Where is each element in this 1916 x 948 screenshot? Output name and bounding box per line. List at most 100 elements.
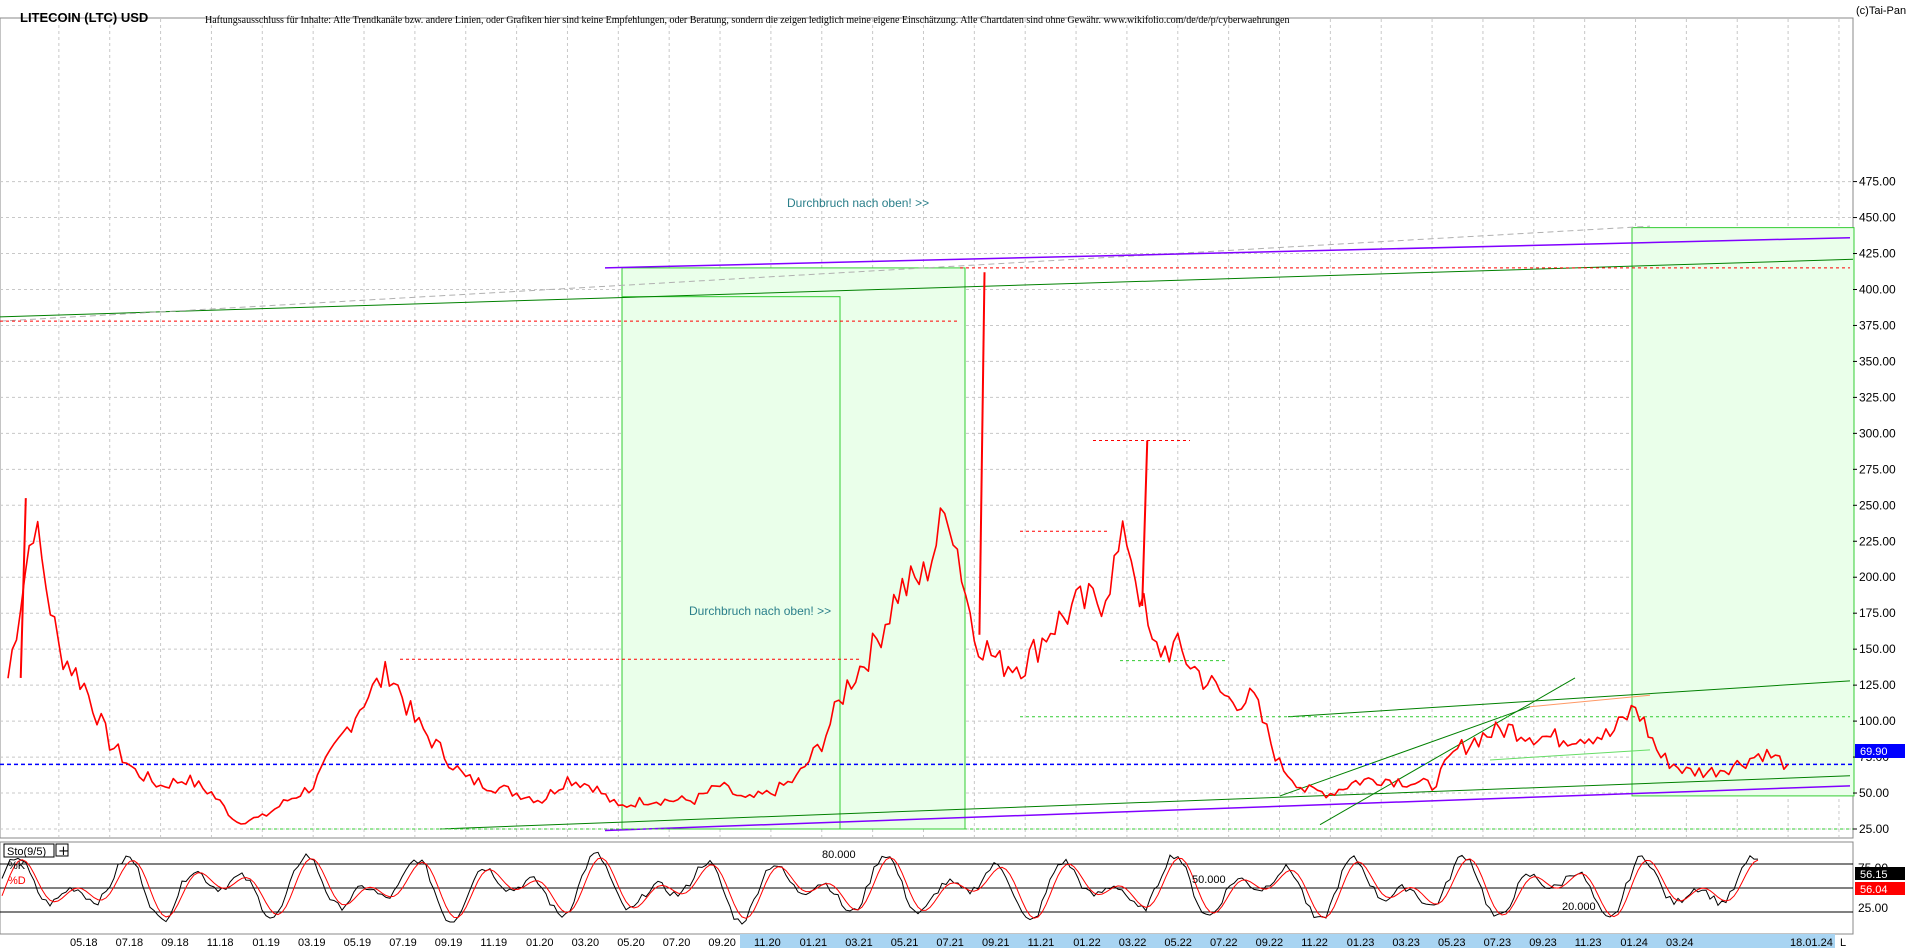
x-tick-label: 05.22	[1164, 937, 1192, 948]
y-tick-label: 450.00	[1859, 211, 1896, 225]
y-tick-label: 475.00	[1859, 175, 1896, 189]
target-zone-2023	[1631, 227, 1855, 797]
x-tick-label: 05.18	[70, 937, 98, 948]
d-badge: 56.04	[1860, 884, 1888, 896]
orange-resistance	[1529, 694, 1651, 708]
stoch-axis-25: 25.00	[1858, 901, 1888, 915]
x-axis-highlight	[740, 934, 1835, 948]
x-axis: 05.18 07.18 09.18 11.18 01.19 03.19 05.19 07.19…	[70, 937, 1846, 948]
peak-2021-05	[978, 272, 986, 635]
y-tick-label: 250.00	[1859, 498, 1896, 512]
y-tick-label: 175.00	[1859, 606, 1896, 620]
x-tick-label: 11.23	[1575, 937, 1602, 948]
x-tick-label: 09.23	[1529, 937, 1557, 948]
x-tick-label: 11.19	[480, 937, 507, 948]
x-tick-label: 01.23	[1347, 937, 1375, 948]
y-tick-label: 325.00	[1859, 390, 1896, 404]
level-20-label: 20.000	[1562, 901, 1596, 913]
y-tick-label: 300.00	[1859, 426, 1896, 440]
stoch-k-line	[1, 851, 1758, 925]
target-zones	[621, 227, 1855, 830]
x-tick-label: L	[1840, 937, 1846, 948]
x-tick-label: 09.18	[161, 937, 189, 948]
x-tick-label: 11.20	[754, 937, 781, 948]
x-tick-label: 07.22	[1210, 937, 1238, 948]
lower-support-line	[439, 775, 1851, 830]
copyright-label: (c)Tai-Pan	[1856, 5, 1906, 17]
k-badge: 56.15	[1860, 869, 1888, 881]
long-channel-dashed	[0, 225, 1651, 322]
target-zone-2020	[621, 267, 966, 830]
k-badge-bg	[1855, 867, 1905, 880]
x-tick-label: 11.18	[207, 937, 234, 948]
x-tick-label: 07.20	[663, 937, 691, 948]
channel-upper-2023	[1287, 680, 1851, 718]
flag-line	[1489, 749, 1651, 761]
level-50-label: 50.000	[1192, 874, 1226, 886]
long-channel-upper	[0, 258, 1854, 318]
disclaimer-text: Haftungsausschluss für Inhalte: Alle Tre…	[205, 15, 1290, 26]
k-label: %K	[8, 860, 26, 872]
d-label: %D	[8, 875, 26, 887]
y-tick-label: 350.00	[1859, 354, 1896, 368]
x-tick-label: 03.20	[572, 937, 600, 948]
rising-channel-2	[1279, 706, 1531, 797]
x-tick-label: 07.23	[1484, 937, 1512, 948]
y-tick-label: 400.00	[1859, 282, 1896, 296]
x-tick-label: 05.20	[617, 937, 645, 948]
x-tick-label: 09.21	[982, 937, 1010, 948]
expand-panel-button[interactable]	[55, 843, 69, 857]
x-tick-label: 11.22	[1301, 937, 1328, 948]
stochastic-label-bg	[3, 843, 55, 858]
chart-title: LITECOIN (LTC) USD	[20, 10, 148, 25]
d-badge-bg	[1855, 882, 1905, 895]
rising-channel-1	[1319, 677, 1576, 826]
x-tick-label: 07.21	[936, 937, 964, 948]
y-tick-label: 25.00	[1859, 822, 1889, 836]
x-tick-label: 07.18	[116, 937, 144, 948]
x-tick-label: 01.21	[800, 937, 828, 948]
y-tick-label: 100.00	[1859, 714, 1896, 728]
purple-channel-upper	[604, 236, 1851, 269]
x-tick-label: 11.21	[1028, 937, 1055, 948]
stochastic-name: Sto(9/5)	[7, 846, 46, 858]
x-tick-label: 07.19	[389, 937, 417, 948]
x-tick-label: 09.19	[435, 937, 463, 948]
x-tick-label: 01.20	[526, 937, 554, 948]
price-line	[7, 507, 1789, 825]
x-tick-label: 03.23	[1392, 937, 1420, 948]
x-tick-label: 05.21	[891, 937, 919, 948]
x-tick-label: 01.19	[252, 937, 280, 948]
breakout-annotation-2: Durchbruch nach oben! >>	[689, 604, 831, 618]
x-tick-label: 03.21	[845, 937, 873, 948]
stoch-d-line	[1, 857, 1759, 919]
plus-icon: +	[58, 844, 69, 859]
y-tick-label: 225.00	[1859, 534, 1896, 548]
stochastic-series	[0, 851, 1853, 925]
price-badge: 69.90	[1860, 746, 1888, 758]
x-tick-label: 01.24	[1620, 937, 1648, 948]
x-tick-label: 09.22	[1256, 937, 1284, 948]
x-tick-label: 03.24	[1666, 937, 1694, 948]
y-tick-label: 125.00	[1859, 678, 1896, 692]
x-tick-label: 05.23	[1438, 937, 1466, 948]
x-tick-label: 01.22	[1073, 937, 1101, 948]
breakout-annotation-1: Durchbruch nach oben! >>	[787, 196, 929, 210]
x-tick-label: 05.19	[344, 937, 372, 948]
y-axis: 25.0050.0075.00100.00125.00150.00175.002…	[1853, 175, 1896, 836]
x-tick-label: 03.19	[298, 937, 326, 948]
y-tick-label: 425.00	[1859, 247, 1896, 261]
x-tick-label: 09.20	[708, 937, 736, 948]
peak-2018-03	[19, 498, 27, 678]
x-tick-label: 03.22	[1119, 937, 1147, 948]
y-tick-label: 375.00	[1859, 318, 1896, 332]
peak-2021-11	[1141, 440, 1149, 607]
y-tick-label: 150.00	[1859, 642, 1896, 656]
price-series	[7, 272, 1789, 825]
y-tick-label: 200.00	[1859, 570, 1896, 584]
trend-lines	[0, 225, 1854, 832]
x-tick-label: 18.01.24	[1790, 937, 1833, 948]
y-tick-label: 275.00	[1859, 462, 1896, 476]
purple-channel-lower	[604, 785, 1851, 832]
